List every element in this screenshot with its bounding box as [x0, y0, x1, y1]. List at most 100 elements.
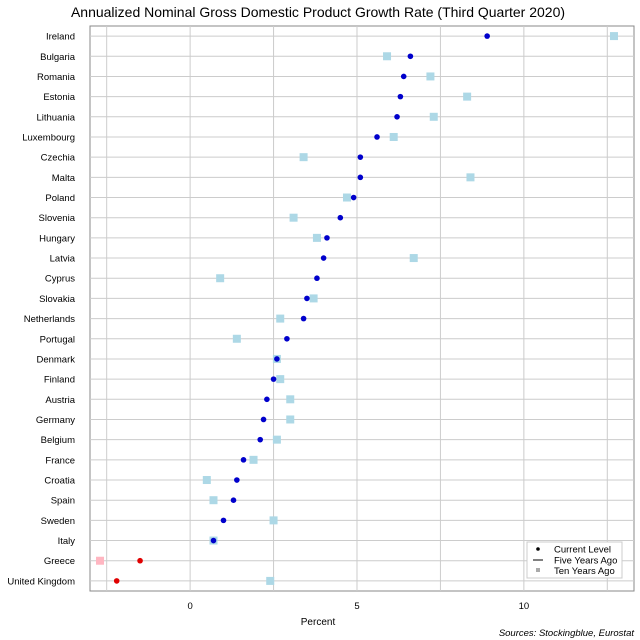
- ten-years-ago-point: [249, 455, 258, 464]
- current-level-point: [284, 335, 290, 342]
- legend-ten-years-ago-label: Ten Years Ago: [554, 566, 615, 577]
- current-level-point: [230, 497, 237, 503]
- ten-years-ago-point: [312, 233, 321, 242]
- category-label: Finland: [44, 375, 75, 386]
- current-level-series: [113, 33, 490, 584]
- current-level-point: [137, 557, 143, 564]
- ten-years-ago-point: [209, 496, 218, 505]
- legend-five-years-ago-label: Five Years Ago: [554, 556, 617, 567]
- current-level-point: [324, 235, 330, 241]
- current-level-point: [337, 214, 344, 221]
- current-level-point: [407, 53, 414, 60]
- category-label: Belgium: [41, 435, 75, 446]
- current-level-point: [113, 578, 120, 584]
- current-level-point: [274, 356, 280, 362]
- ten-years-ago-point: [309, 294, 318, 303]
- category-label: Cyprus: [45, 274, 75, 285]
- category-label: Sweden: [41, 516, 75, 527]
- category-label: Portugal: [40, 334, 75, 345]
- current-level-point: [484, 33, 490, 39]
- category-label: Czechia: [41, 153, 76, 164]
- current-level-point: [240, 457, 247, 463]
- category-label: Estonia: [43, 92, 75, 103]
- current-level-point: [394, 114, 400, 120]
- current-level-point: [314, 275, 320, 282]
- category-label: Lithuania: [36, 112, 75, 123]
- current-level-point: [357, 174, 364, 181]
- category-label: Hungary: [39, 233, 75, 244]
- current-level-point: [350, 194, 357, 201]
- ten-years-ago-point: [202, 476, 211, 485]
- category-label: Bulgaria: [40, 52, 76, 63]
- current-level-point: [210, 537, 217, 544]
- current-level-point: [234, 477, 240, 483]
- ten-years-ago-point: [266, 576, 275, 585]
- current-level-point: [320, 255, 327, 261]
- category-label: Croatia: [44, 476, 75, 487]
- ten-years-ago-point: [96, 556, 105, 565]
- ten-years-ago-point: [389, 132, 398, 141]
- current-level-point: [300, 315, 307, 322]
- x-tick-label: 5: [354, 601, 359, 612]
- ten-years-ago-point: [276, 314, 285, 323]
- ten-years-ago-point: [269, 516, 278, 525]
- ten-years-ago-point: [383, 52, 392, 61]
- source-note: Sources: Stockingblue, Eurostat: [499, 628, 635, 639]
- current-level-point: [304, 295, 310, 302]
- category-label: France: [45, 455, 75, 466]
- category-label: Slovenia: [39, 213, 76, 224]
- category-label: Austria: [45, 395, 75, 406]
- category-label: Greece: [44, 556, 75, 567]
- ten-years-ago-point: [429, 112, 438, 121]
- legend-ten-years-ago-marker: [536, 568, 540, 572]
- ten-years-ago-point: [409, 254, 418, 263]
- category-label: Netherlands: [24, 314, 75, 325]
- category-label: Spain: [51, 496, 75, 507]
- category-label: Malta: [52, 173, 76, 184]
- category-labels: Ireland Bulgaria Romania Estonia Lithuania Lu…: [7, 32, 75, 588]
- current-level-point: [264, 396, 270, 403]
- x-tick-label: 10: [519, 601, 530, 612]
- category-label: Italy: [58, 536, 76, 547]
- category-label: Slovakia: [39, 294, 76, 305]
- ten-years-ago-point: [286, 415, 295, 424]
- category-label: Denmark: [36, 354, 75, 365]
- category-label: Germany: [36, 415, 75, 426]
- legend: Current Level Five Years Ago Ten Years A…: [526, 541, 623, 579]
- current-level-point: [357, 154, 364, 160]
- ten-years-ago-point: [342, 193, 351, 202]
- current-level-point: [257, 436, 264, 443]
- plot-area: [89, 25, 635, 592]
- ten-years-ago-point: [276, 375, 285, 384]
- x-tick-label: 0: [187, 601, 192, 612]
- category-label: Poland: [45, 193, 75, 204]
- category-label: Romania: [37, 72, 76, 83]
- current-level-point: [397, 93, 404, 100]
- x-tick-labels: 0 5 10: [187, 601, 529, 612]
- ten-years-ago-point: [609, 32, 618, 41]
- category-label: Latvia: [50, 254, 76, 265]
- legend-current-level-marker: [536, 547, 540, 551]
- category-label: Ireland: [46, 32, 75, 43]
- ten-years-ago-point: [426, 72, 435, 81]
- legend-current-level-label: Current Level: [554, 545, 611, 556]
- current-level-point: [270, 376, 277, 382]
- ten-years-ago-point: [463, 92, 472, 101]
- ten-years-ago-series: [96, 32, 618, 585]
- ten-years-ago-point: [272, 435, 281, 444]
- ten-years-ago-point: [466, 173, 475, 182]
- ten-years-ago-point: [232, 334, 241, 343]
- current-level-point: [220, 517, 227, 524]
- category-label: United Kingdom: [7, 576, 75, 587]
- category-label: Luxembourg: [22, 132, 75, 143]
- vertical-gridlines: [106, 26, 608, 591]
- ten-years-ago-point: [286, 395, 295, 404]
- ten-years-ago-point: [216, 274, 225, 283]
- x-axis-label: Percent: [301, 617, 336, 628]
- current-level-point: [400, 73, 407, 80]
- chart-title: Annualized Nominal Gross Domestic Produc…: [71, 4, 565, 20]
- current-level-point: [260, 416, 267, 423]
- current-level-point: [374, 134, 380, 140]
- ten-years-ago-point: [289, 213, 298, 222]
